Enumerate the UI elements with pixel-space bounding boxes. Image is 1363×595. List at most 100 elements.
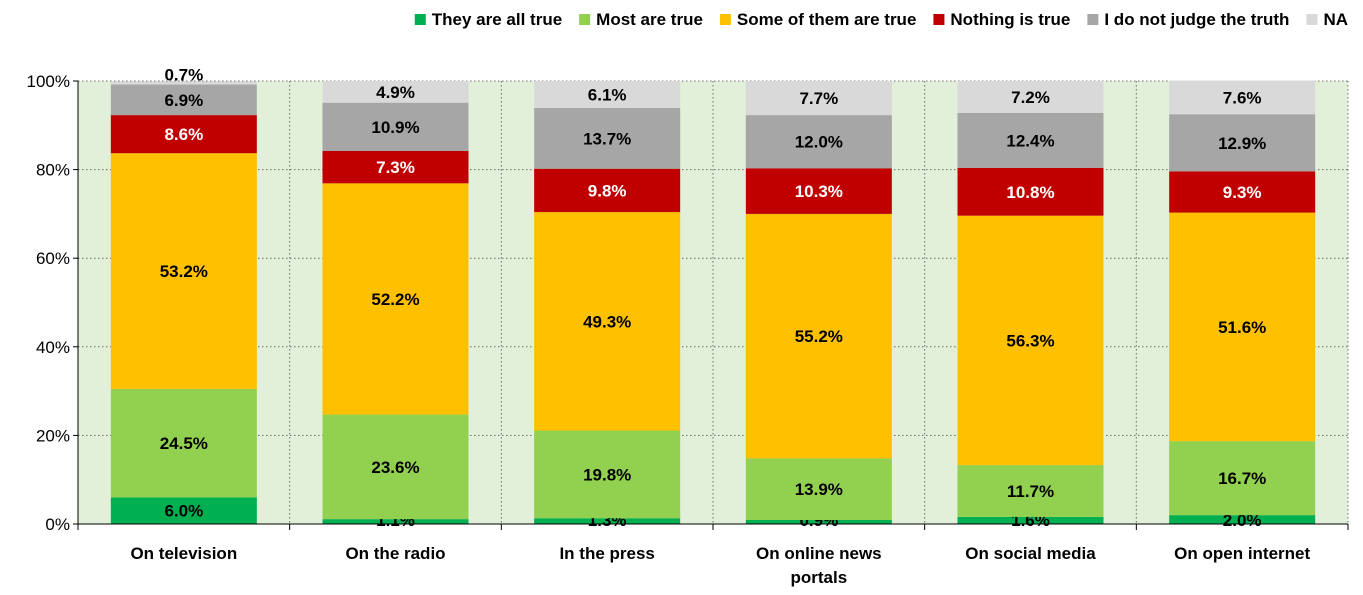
bar-segment xyxy=(745,115,892,169)
bar-segment xyxy=(745,213,892,459)
bar-segment xyxy=(534,108,681,169)
legend-label: Some of them are true xyxy=(737,10,917,29)
bar-segment xyxy=(745,81,892,116)
legend-label: Most are true xyxy=(596,10,703,29)
legend-swatch xyxy=(933,14,945,25)
x-tick-label: On television xyxy=(130,544,237,563)
legend-item: NA xyxy=(1306,10,1348,29)
data-label: 7.6% xyxy=(1223,88,1262,107)
data-label: 7.2% xyxy=(1011,88,1050,107)
data-label: 6.1% xyxy=(588,86,627,105)
legend-item: They are all true xyxy=(414,10,562,29)
data-label: 9.8% xyxy=(588,181,627,200)
bar-segment xyxy=(1169,441,1316,516)
data-label: 10.8% xyxy=(1006,183,1054,202)
bar-segment xyxy=(110,115,257,154)
data-label: 24.5% xyxy=(160,434,208,453)
data-label: 10.3% xyxy=(795,182,843,201)
data-label: 55.2% xyxy=(795,327,843,346)
data-label: 12.9% xyxy=(1218,134,1266,153)
data-label: 52.2% xyxy=(371,290,419,309)
legend-label: I do not judge the truth xyxy=(1104,10,1289,29)
data-label: 51.6% xyxy=(1218,318,1266,337)
y-tick-label: 20% xyxy=(36,426,70,445)
data-label: 16.7% xyxy=(1218,469,1266,488)
bar-segment xyxy=(1169,212,1316,442)
bar-segment xyxy=(322,102,469,151)
legend-swatch xyxy=(414,14,426,25)
bar-segment xyxy=(534,212,681,431)
bar-segment xyxy=(534,168,681,213)
data-label: 12.4% xyxy=(1006,131,1054,150)
data-label: 9.3% xyxy=(1223,183,1262,202)
data-label: 13.9% xyxy=(795,480,843,499)
y-tick-label: 80% xyxy=(36,161,70,180)
bar-segment xyxy=(322,81,469,103)
data-label: 10.9% xyxy=(371,118,419,137)
y-tick-label: 100% xyxy=(27,72,70,91)
data-label: 12.0% xyxy=(795,133,843,152)
data-label: 53.2% xyxy=(160,262,208,281)
bar-segment xyxy=(957,465,1104,517)
legend: They are all true Most are true Some of th… xyxy=(414,10,1348,29)
bar-segment xyxy=(745,168,892,214)
x-tick-label: On the radio xyxy=(345,544,445,563)
y-tick-label: 60% xyxy=(36,249,70,268)
bar-segment xyxy=(745,458,892,521)
y-tick-label: 40% xyxy=(36,338,70,357)
x-tick-label: On social media xyxy=(965,544,1096,563)
legend-label: NA xyxy=(1323,10,1348,29)
bar-segment xyxy=(534,430,681,519)
data-label: 6.0% xyxy=(164,502,203,521)
legend-item: I do not judge the truth xyxy=(1087,10,1289,29)
data-label: 2.0% xyxy=(1223,511,1262,530)
data-label: 6.9% xyxy=(164,91,203,110)
data-label: 56.3% xyxy=(1006,331,1054,350)
bar-segment xyxy=(957,215,1104,466)
bar-segment xyxy=(1169,80,1316,115)
data-label: 7.3% xyxy=(376,158,415,177)
data-label: 4.9% xyxy=(376,83,415,102)
bar-segment xyxy=(957,112,1104,168)
legend-swatch xyxy=(579,14,591,25)
bar-segment xyxy=(534,518,681,524)
legend-item: Some of them are true xyxy=(719,10,917,29)
legend-swatch xyxy=(1087,14,1099,25)
bar-segment xyxy=(110,153,257,389)
bar-segment xyxy=(110,497,257,524)
legend-item: Nothing is true xyxy=(933,10,1070,29)
legend-item: Most are true xyxy=(579,10,703,29)
legend-label: Nothing is true xyxy=(950,10,1070,29)
bar-segment xyxy=(1169,171,1316,213)
bar-segment xyxy=(1169,114,1316,172)
y-tick-label: 0% xyxy=(45,515,70,534)
legend-swatch xyxy=(719,14,731,25)
bar-segment xyxy=(957,81,1104,113)
bar-segment xyxy=(322,150,469,184)
data-label: 23.6% xyxy=(371,458,419,477)
legend-label: They are all true xyxy=(432,10,562,29)
bar-segment xyxy=(534,81,681,109)
data-label: 13.7% xyxy=(583,129,631,148)
bar-segment xyxy=(322,519,469,524)
bar-segment xyxy=(1169,515,1316,524)
x-tick-label: On open internet xyxy=(1174,544,1310,563)
data-label: 49.3% xyxy=(583,312,631,331)
data-label: 7.7% xyxy=(799,89,838,108)
data-label: 8.6% xyxy=(164,125,203,144)
bar-segment xyxy=(322,183,469,415)
bar-segment xyxy=(322,414,469,520)
data-label: 11.7% xyxy=(1007,482,1054,501)
bar-segment xyxy=(110,81,257,85)
bar-segment xyxy=(745,520,892,524)
bar-segment xyxy=(957,167,1104,216)
x-tick-label: On online news portals xyxy=(756,544,882,587)
legend-swatch xyxy=(1306,14,1318,25)
plot-area: 0% 20% 40% 60% 80% 100% 6.0% 24.5% 53.2% 8.6% 6.9%… xyxy=(27,65,1349,587)
bar-segment xyxy=(957,516,1104,524)
x-tick-label: In the press xyxy=(559,544,654,563)
data-label: 0.7% xyxy=(164,65,203,84)
bar-segment xyxy=(110,388,257,498)
bar-segment xyxy=(110,84,257,116)
